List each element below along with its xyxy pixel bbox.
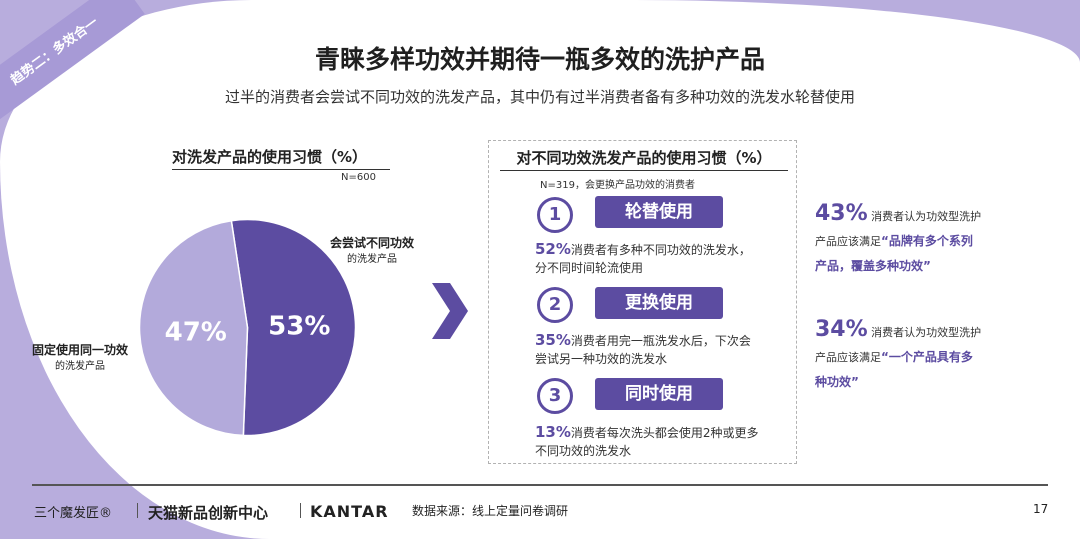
brand-logo-sangemofajiang: 三个魔发匠® [34,506,113,521]
stat-highlight-1: “品牌有多个系列 [881,234,973,248]
stat-pct-2: 34% [815,317,868,342]
habits-box [488,140,797,464]
brand-logo-kantar: KANTAR [310,502,389,521]
box-heading: 对不同功效洗发产品的使用习惯（%） [500,147,788,171]
pie-sample-size: N=600 [341,172,376,183]
step-line1-3: 消费者每次洗头都会使用2种或更多 [570,426,759,440]
footer-separator [300,503,301,518]
step-line2-1: 分不同时间轮流使用 [535,261,644,275]
step-tag-2: 更换使用 [595,287,723,319]
pie-label-try: 会尝试不同功效 的洗发产品 [330,236,414,267]
pie-label-fixed: 固定使用同一功效 的洗发产品 [32,343,128,374]
step-desc-3: 13%消费者每次洗头都会使用2种或更多 不同功效的洗发水 [535,423,785,460]
stat-text1-1: 消费者认为功效型洗护 [871,210,982,223]
pie-label-fixed-main: 固定使用同一功效 [32,343,129,357]
stat-block-2: 34% 消费者认为功效型洗护 产品应该满足“一个产品具有多 种功效” [815,318,1015,395]
step-line1-2: 消费者用完一瓶洗发水后，下次会 [570,334,751,348]
step-pct-2: 35% [535,331,571,349]
step-number-2: 2 [537,287,573,323]
pie-slice-1 [230,218,357,437]
pie-value-label-2: 47% [165,317,227,347]
stat-highlight-2: “一个产品具有多 [881,350,973,364]
box-sample-size: N=319，会更换产品功效的消费者 [540,180,695,191]
stat-text1-2: 消费者认为功效型洗护 [871,326,982,339]
stat-block-1: 43% 消费者认为功效型洗护 产品应该满足“品牌有多个系列 产品，覆盖多种功效” [815,202,1015,279]
step-desc-1: 52%消费者有多种不同功效的洗发水， 分不同时间轮流使用 [535,240,785,277]
stat-highlight2-2: 种功效” [815,375,859,389]
stat-text2-1: 产品应该满足 [815,235,881,248]
page-title: 青睐多样功效并期待一瓶多效的洗护产品 [314,45,765,74]
stat-highlight2-1: 产品，覆盖多种功效” [815,259,931,273]
chevron-right-icon [432,283,468,339]
pie-label-try-sub: 的洗发产品 [347,254,397,265]
pie-value-label-1: 53% [268,312,330,342]
stat-text2-2: 产品应该满足 [815,351,881,364]
data-source: 数据来源：线上定量问卷调研 [412,504,569,518]
brand-logo-tmic: 天猫新品创新中心 [148,504,269,522]
pie-label-fixed-sub: 的洗发产品 [55,361,105,372]
pie-label-try-main: 会尝试不同功效 [330,236,415,250]
step-line1-1: 消费者有多种不同功效的洗发水， [570,243,751,257]
step-pct-3: 13% [535,423,571,441]
pie-slice-2 [138,219,249,437]
step-tag-1: 轮替使用 [595,196,723,228]
step-line2-3: 不同功效的洗发水 [535,444,632,458]
step-desc-2: 35%消费者用完一瓶洗发水后，下次会 尝试另一种功效的洗发水 [535,331,785,368]
pie-chart: 53% 47% [138,218,357,437]
step-tag-3: 同时使用 [595,378,723,410]
footer-divider [32,484,1048,486]
footer-separator [137,503,138,518]
page-number: 17 [1033,502,1049,516]
step-number-3: 3 [537,378,573,414]
stat-pct-1: 43% [815,201,868,226]
page-subtitle: 过半的消费者会尝试不同功效的洗发产品，其中仍有过半消费者备有多种功效的洗发水轮替… [224,88,855,106]
step-number-1: 1 [537,197,573,233]
step-pct-1: 52% [535,240,571,258]
step-line2-2: 尝试另一种功效的洗发水 [535,352,668,366]
pie-heading: 对洗发产品的使用习惯（%） [172,146,390,170]
